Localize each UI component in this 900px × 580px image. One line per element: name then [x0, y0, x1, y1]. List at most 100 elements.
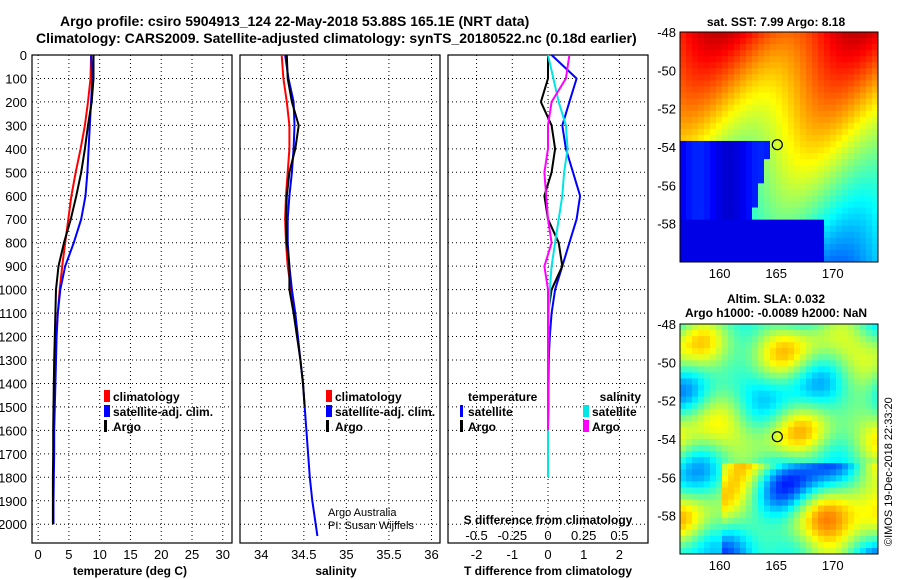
- map-cell: [722, 378, 729, 385]
- map-cell: [692, 378, 699, 385]
- map-cell: [734, 219, 741, 227]
- map-cell: [692, 165, 699, 172]
- map-cell: [770, 354, 777, 361]
- map-cell: [680, 86, 687, 93]
- map-cell: [692, 116, 699, 124]
- map-cell: [728, 360, 735, 367]
- map-cell: [818, 98, 825, 106]
- map-cell: [812, 56, 819, 63]
- map-cell: [770, 432, 777, 440]
- map-cell: [776, 183, 783, 190]
- map-cell: [698, 86, 705, 93]
- map-cell: [860, 177, 867, 184]
- map-cell: [836, 535, 843, 543]
- map-cell: [806, 426, 813, 434]
- map-cell: [848, 86, 855, 93]
- map-cell: [788, 80, 795, 87]
- map-cell: [860, 535, 867, 543]
- map-cell: [728, 547, 735, 555]
- map-cell: [788, 463, 795, 470]
- map-cell: [752, 396, 759, 404]
- map-cell: [836, 517, 843, 525]
- map-cell: [800, 74, 807, 81]
- map-cell: [818, 420, 825, 428]
- map-cell: [680, 481, 687, 488]
- map-cell: [824, 342, 831, 349]
- map-cell: [686, 86, 693, 93]
- map-cell: [746, 122, 753, 130]
- map-cell: [872, 110, 879, 118]
- map-cell: [746, 134, 753, 142]
- map-cell: [764, 237, 771, 245]
- map-cell: [686, 511, 693, 519]
- map-cell: [746, 408, 753, 416]
- map-cell: [692, 372, 699, 379]
- map-cell: [776, 171, 783, 178]
- map-cell: [746, 80, 753, 87]
- map-cell: [728, 104, 735, 112]
- map-cell: [722, 511, 729, 519]
- map-cell: [746, 445, 753, 452]
- legend-swatch-sal-argo: [583, 420, 589, 432]
- map-cell: [692, 475, 699, 482]
- map-cell: [680, 116, 687, 124]
- map-cell: [734, 104, 741, 112]
- map-cell: [692, 122, 699, 130]
- map-cell: [866, 330, 873, 337]
- map-cell: [848, 68, 855, 75]
- map-cell: [770, 426, 777, 434]
- map-cell: [680, 128, 687, 136]
- map-cell: [758, 445, 765, 452]
- map-cell: [824, 426, 831, 434]
- map-cell: [680, 74, 687, 81]
- map-cell: [854, 134, 861, 142]
- map-cell: [764, 249, 771, 257]
- map-cell: [854, 372, 861, 379]
- map-cell: [770, 469, 777, 476]
- map-cell: [686, 255, 693, 263]
- map-cell: [692, 147, 699, 154]
- map-cell: [746, 384, 753, 391]
- map-cell: [710, 366, 717, 373]
- map-cell: [800, 147, 807, 154]
- map-cell: [758, 481, 765, 488]
- map-cell: [812, 330, 819, 337]
- map-cell: [770, 511, 777, 519]
- legend-label-satellite: satellite-adj. clim.: [335, 405, 435, 419]
- map-cell: [764, 475, 771, 482]
- series-satellite-adj-clim-: [52, 54, 94, 525]
- map-cell: [770, 535, 777, 543]
- map-cell: [692, 529, 699, 537]
- map-cell: [758, 134, 765, 142]
- map-cell: [752, 390, 759, 398]
- map-cell: [734, 354, 741, 361]
- map-cell: [764, 255, 771, 263]
- map-cell: [860, 396, 867, 404]
- map-cell: [716, 481, 723, 488]
- map-cell: [824, 165, 831, 172]
- map-cell: [842, 378, 849, 385]
- map-cell: [824, 432, 831, 440]
- map-cell: [854, 74, 861, 81]
- map-cell: [806, 110, 813, 118]
- map-cell: [722, 44, 729, 51]
- map-cell: [692, 32, 699, 39]
- argo-position-marker: [771, 431, 783, 443]
- map-cell: [758, 98, 765, 106]
- map-cell: [692, 445, 699, 452]
- map-cell: [788, 159, 795, 166]
- map-cell: [752, 140, 759, 148]
- map-cell: [710, 213, 717, 221]
- map-cell: [752, 336, 759, 343]
- map-cell: [842, 183, 849, 190]
- map-cell: [776, 336, 783, 343]
- map-cell: [842, 481, 849, 488]
- map-cell: [830, 50, 837, 57]
- map-cell: [800, 38, 807, 45]
- map-cell: [770, 439, 777, 446]
- depth-tick-label: 200: [5, 95, 27, 110]
- map-cell: [848, 529, 855, 537]
- map-cell: [806, 231, 813, 239]
- map-cell: [854, 523, 861, 531]
- map-cell: [854, 225, 861, 233]
